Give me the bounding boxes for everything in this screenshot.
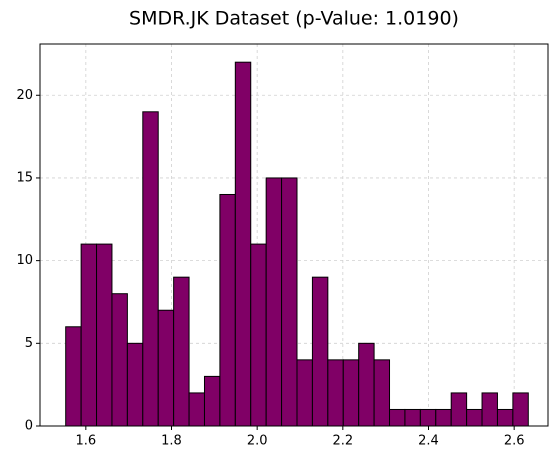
bar [342,359,360,427]
y-tick-label: 15 [16,170,33,185]
x-tick-label: 1.8 [161,434,182,449]
bar [96,243,113,427]
bar [496,408,514,427]
bar [219,193,236,427]
y-tick-label: 20 [16,88,33,103]
bar [373,359,391,427]
bar [80,243,98,427]
x-tick-label: 2.4 [418,434,439,449]
bar [296,359,313,427]
y-tick-label: 10 [16,253,33,268]
bar [450,392,468,427]
bar [311,276,329,427]
bar [404,408,421,427]
bar [466,408,483,427]
bar [142,111,159,427]
bar [327,359,344,427]
x-tick-label: 2.2 [332,434,353,449]
bar [234,61,252,427]
bar [358,342,375,427]
x-tick-label: 2.6 [504,434,525,449]
bar [435,408,452,427]
bar [419,408,437,427]
bar [389,408,406,427]
bar [481,392,498,427]
chart-title: SMDR.JK Dataset (p-Value: 1.0190) [129,8,459,30]
x-tick-label: 2.0 [247,434,268,449]
y-tick-label: 0 [25,419,33,434]
bar [512,392,529,427]
y-tick-label: 5 [25,336,33,351]
bar [265,177,283,427]
bar [250,243,267,427]
bar [126,342,144,427]
bar [157,309,175,427]
bar [173,276,190,427]
bar [281,177,298,427]
bar [188,392,205,427]
bar [111,293,128,427]
bar [203,375,221,427]
x-tick-label: 1.6 [75,434,96,449]
plot-frame [39,43,549,427]
bar [65,326,82,427]
